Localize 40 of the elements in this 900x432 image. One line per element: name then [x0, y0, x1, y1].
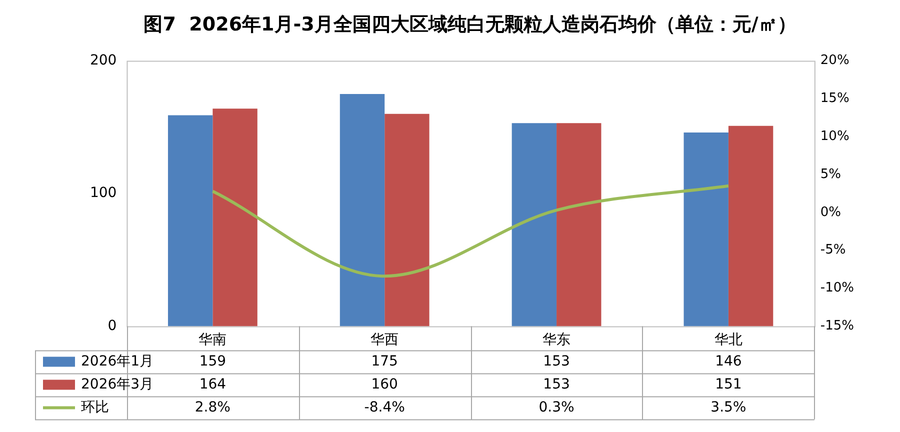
x-tick-label: 华北 [714, 332, 742, 348]
bar [556, 123, 602, 326]
data-label: 151 [715, 376, 742, 392]
y2-tick-label: 0% [820, 204, 842, 220]
legend-label: 环比 [81, 399, 109, 416]
bar [512, 123, 557, 326]
legend-label: 2026年1月 [81, 353, 154, 370]
y2-tick-label: 5% [820, 166, 842, 182]
bar [340, 94, 385, 326]
line-series [211, 184, 730, 278]
y-tick-label: 200 [90, 52, 117, 68]
bar [384, 114, 430, 326]
y2-tick-label: 10% [820, 129, 850, 144]
data-label: 2.8% [194, 399, 230, 416]
data-label: 175 [371, 353, 398, 370]
x-tick-label: 华南 [198, 332, 227, 348]
data-label: 153 [543, 353, 570, 370]
bar [212, 108, 258, 326]
y2-tick-label: 20% [820, 53, 850, 68]
x-tick-label: 华西 [370, 332, 399, 348]
data-label: -8.4% [364, 399, 405, 416]
chart-title: 图7 2026年1月-3月全国四大区域纯白无颗粒人造岗石均价（单位：元/㎡） [144, 13, 796, 36]
x-tick-label: 华东 [542, 332, 571, 348]
y2-tick-label: -5% [820, 242, 846, 258]
bar [684, 132, 728, 326]
y2-tick-label: 15% [820, 91, 850, 106]
y2-tick-label: -15% [820, 318, 854, 334]
data-label: 164 [199, 376, 226, 392]
bar [728, 126, 774, 326]
data-label: 146 [715, 353, 742, 370]
data-label: 160 [371, 376, 398, 392]
data-label: 153 [543, 376, 570, 392]
y-tick-label: 0 [108, 318, 117, 334]
y-tick-label: 100 [90, 185, 117, 202]
data-label: 0.3% [538, 399, 574, 416]
data-label: 3.5% [710, 399, 746, 416]
data-label: 159 [199, 353, 226, 370]
legend-label: 2026年3月 [81, 376, 154, 392]
bar [168, 115, 213, 326]
y2-tick-label: -10% [820, 280, 854, 296]
